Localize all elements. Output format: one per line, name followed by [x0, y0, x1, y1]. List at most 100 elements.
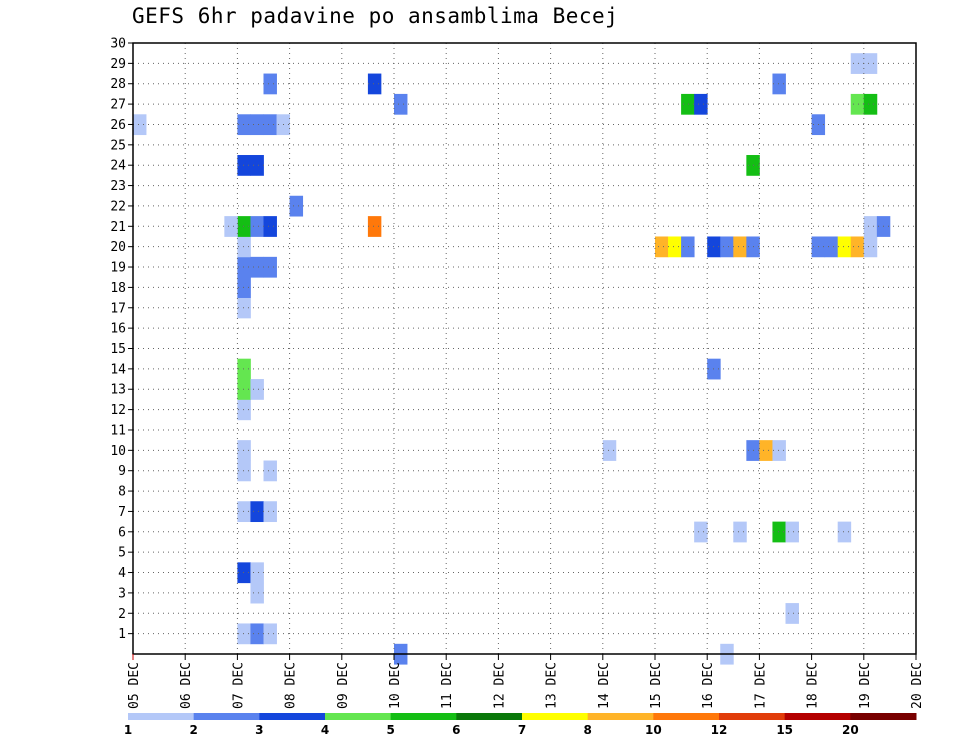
y-tick-label: 16	[110, 322, 126, 337]
colorbar-swatch	[522, 713, 589, 720]
colorbar-label: 12	[711, 723, 728, 737]
x-tick-label: 13 DEC	[545, 662, 560, 709]
heatmap-cell	[759, 440, 773, 461]
x-tick-label: 12 DEC	[492, 662, 507, 709]
heatmap-cell	[250, 155, 264, 176]
y-tick-label: 21	[110, 220, 126, 235]
y-tick-label: 3	[118, 586, 126, 601]
heatmap-cell	[850, 236, 865, 258]
x-tick-label: 08 DEC	[284, 662, 299, 709]
heatmap-cell	[237, 562, 251, 584]
heatmap-cell	[263, 460, 277, 482]
colorbar-swatch	[850, 713, 917, 720]
y-tick-label: 28	[110, 77, 126, 92]
y-tick-label: 12	[110, 403, 126, 418]
colorbar-swatch	[390, 713, 457, 720]
heatmap-cell	[263, 501, 277, 523]
heatmap-cell	[237, 236, 251, 258]
y-tick-label: 17	[110, 301, 126, 316]
heatmap-cell	[224, 216, 238, 237]
heatmap-cell	[733, 521, 747, 543]
x-tick-label: 18 DEC	[806, 662, 821, 709]
x-tick-label: 15 DEC	[649, 662, 664, 709]
heatmap-cell	[694, 521, 708, 543]
heatmap-cell	[237, 623, 251, 645]
heatmap-cell	[668, 236, 682, 258]
heatmap-cell	[237, 501, 251, 523]
y-tick-label: 15	[110, 342, 126, 357]
y-tick-label: 20	[110, 240, 126, 255]
colorbar-label: 1	[124, 723, 132, 737]
colorbar-swatch	[653, 713, 720, 720]
heatmap-cell	[720, 236, 734, 258]
x-tick-label: 06 DEC	[179, 662, 194, 709]
y-tick-label: 2	[118, 607, 126, 622]
heatmap-cell	[237, 379, 251, 400]
x-tick-label: 09 DEC	[336, 662, 351, 709]
y-tick-label: 18	[110, 281, 126, 296]
heatmap-cell	[237, 216, 251, 237]
heatmap-cell	[367, 216, 382, 237]
y-tick-label: 9	[118, 464, 126, 479]
heatmap-cell	[602, 440, 617, 461]
y-tick-label: 19	[110, 261, 126, 276]
colorbar-label: 15	[776, 723, 793, 737]
y-tick-label: 30	[110, 37, 126, 52]
colorbar: 1 2 3 4 5 6 7 8 10 12 15 20	[124, 713, 917, 737]
y-tick-label: 6	[118, 525, 126, 540]
y-tick-label: 5	[118, 546, 126, 561]
x-tick-label: 16 DEC	[701, 662, 716, 709]
y-tick-label: 10	[110, 444, 126, 459]
heatmap-cell	[263, 256, 277, 278]
x-tick-label: 14 DEC	[597, 662, 612, 709]
x-tick-label: 07 DEC	[231, 662, 246, 709]
heatmap-cell	[289, 195, 304, 217]
heatmap-cell	[655, 236, 669, 258]
x-tick-label: 20 DEC	[910, 662, 925, 709]
colorbar-label: 7	[518, 723, 526, 737]
heatmap-cell	[237, 256, 251, 278]
heatmap-cell	[694, 93, 708, 115]
heatmap-cell	[850, 93, 865, 115]
y-tick-label: 8	[118, 485, 126, 500]
colorbar-swatch	[587, 713, 654, 720]
y-tick-label: 25	[110, 138, 126, 153]
y-tick-label: 24	[110, 159, 126, 174]
y-axis: 1234567891011121314151617181920212223242…	[110, 37, 133, 642]
heatmap-cell	[824, 236, 839, 258]
colorbar-swatch	[259, 713, 326, 720]
y-tick-label: 4	[118, 566, 126, 581]
heatmap-cell	[237, 277, 251, 298]
heatmap-cell	[733, 236, 747, 258]
y-tick-label: 22	[110, 199, 126, 214]
heatmap-cell	[250, 562, 264, 584]
heatmap-cell	[237, 297, 251, 319]
heatmap-cell	[263, 623, 277, 645]
heatmap-cell	[785, 521, 799, 543]
heatmap-cell	[837, 521, 852, 543]
colorbar-swatch	[784, 713, 851, 720]
colorbar-label: 8	[583, 723, 591, 737]
heatmap-cell	[237, 114, 251, 136]
heatmap-cell	[250, 114, 264, 136]
colorbar-label: 20	[842, 723, 859, 737]
x-tick-label: 19 DEC	[858, 662, 873, 709]
x-tick-label: 05 DEC	[127, 662, 142, 709]
y-tick-label: 7	[118, 505, 126, 520]
heatmap-cell	[772, 521, 786, 543]
heatmap-cell	[681, 236, 695, 258]
y-tick-label: 29	[110, 57, 126, 72]
heatmap-cell	[850, 53, 865, 74]
colorbar-swatch	[719, 713, 786, 720]
colorbar-label: 4	[321, 723, 329, 737]
y-tick-label: 23	[110, 179, 126, 194]
heatmap-cell	[263, 73, 277, 95]
colorbar-label: 3	[255, 723, 263, 737]
y-tick-label: 13	[110, 383, 126, 398]
heatmap-cell	[837, 236, 852, 258]
heatmap-cell	[250, 582, 264, 604]
colorbar-swatch	[325, 713, 392, 720]
colorbar-swatch	[193, 713, 260, 720]
heatmap-cell	[863, 216, 878, 237]
